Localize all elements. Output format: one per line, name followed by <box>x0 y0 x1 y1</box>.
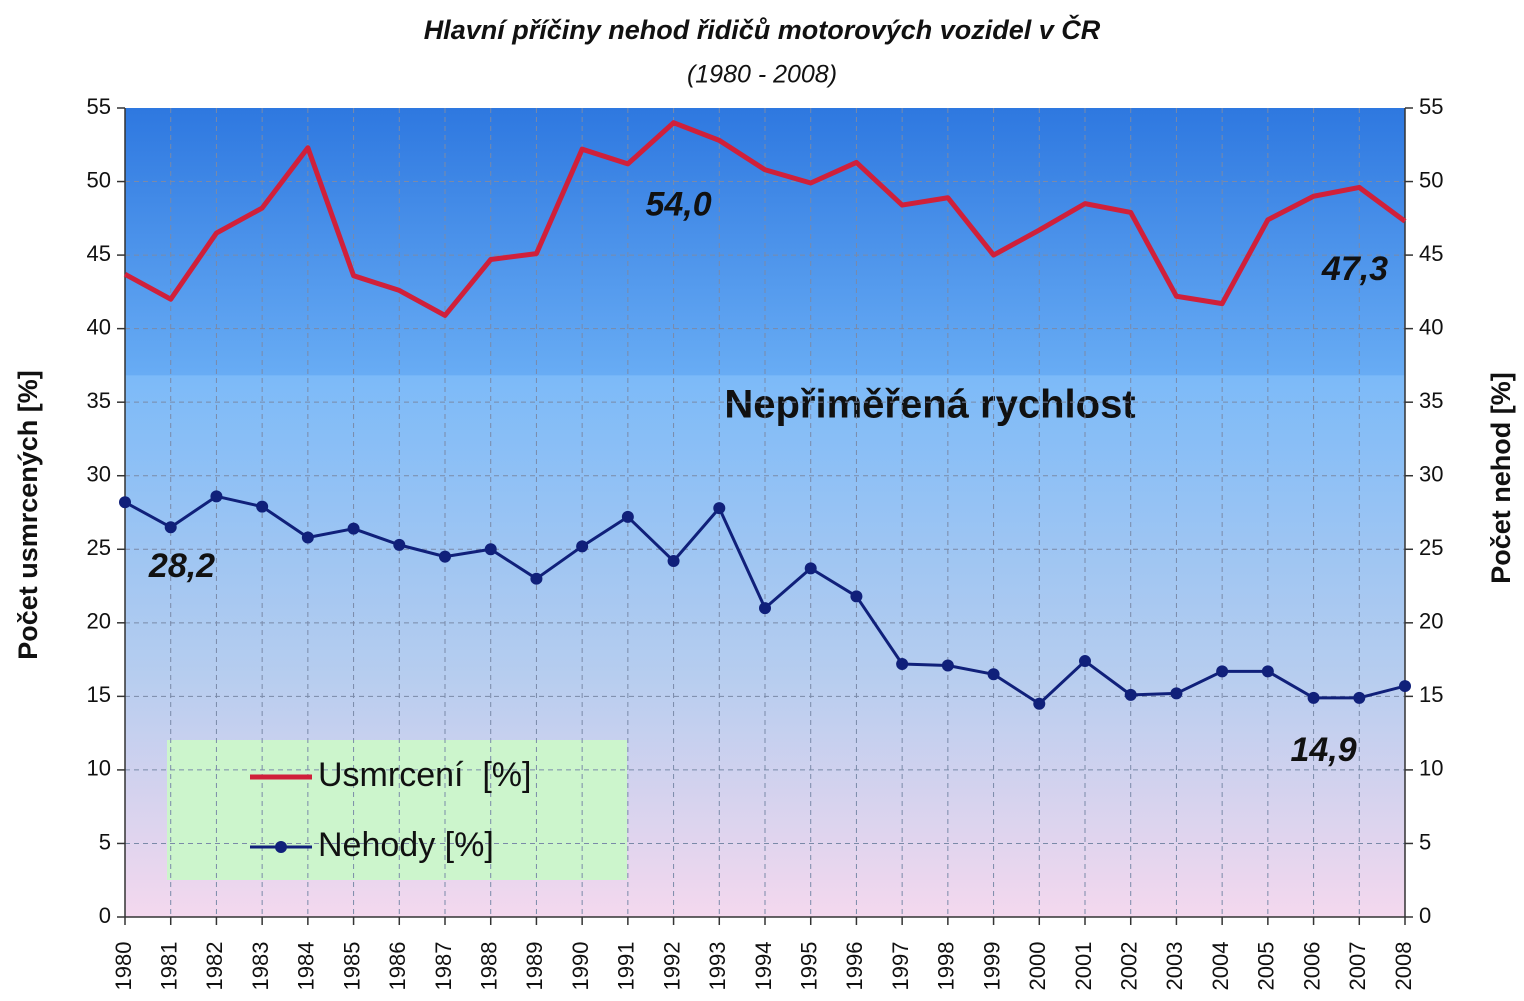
chart-subtitle: (1980 - 2008) <box>687 61 837 89</box>
x-tick-label: 1992 <box>659 942 684 991</box>
y-tick-label: 35 <box>87 388 111 413</box>
y-tick-label: 10 <box>87 756 111 781</box>
y2-tick-label: 20 <box>1419 609 1443 634</box>
y-tick-label: 30 <box>87 462 111 487</box>
chart-title: Hlavní příčiny nehod řidičů motorových v… <box>424 14 1101 45</box>
point <box>301 531 314 544</box>
x-tick-label: 1999 <box>979 942 1004 991</box>
legend-marker <box>275 841 287 853</box>
x-tick-label: 2008 <box>1391 942 1416 991</box>
point <box>1170 687 1183 700</box>
point <box>1216 665 1229 678</box>
y2-tick-label: 45 <box>1419 241 1443 266</box>
x-tick-label: 1993 <box>705 942 730 991</box>
x-tick-label: 1983 <box>248 942 273 991</box>
x-tick-label: 1987 <box>431 942 456 991</box>
point <box>1353 691 1366 704</box>
x-tick-label: 1994 <box>751 942 776 991</box>
point <box>576 540 589 553</box>
x-tick-label: 1984 <box>294 942 319 991</box>
point <box>1079 655 1091 668</box>
point <box>393 538 406 551</box>
x-tick-label: 2006 <box>1299 942 1324 991</box>
x-tick-label: 1989 <box>522 942 547 991</box>
y-tick-label: 5 <box>99 829 111 854</box>
x-tick-label: 2001 <box>1071 942 1096 991</box>
legend-label: Nehody [%] <box>318 826 494 864</box>
y2-tick-label: 55 <box>1419 94 1443 119</box>
legend <box>167 740 627 880</box>
x-tick-label: 2004 <box>1208 942 1233 991</box>
x-tick-label: 2000 <box>1025 942 1050 991</box>
x-tick-label: 1996 <box>842 942 867 991</box>
y2-tick-label: 5 <box>1419 829 1431 854</box>
y-tick-label: 15 <box>87 682 111 707</box>
x-tick-label: 1986 <box>385 942 410 991</box>
data-label: 14,9 <box>1290 731 1356 769</box>
y-tick-label: 45 <box>87 241 111 266</box>
x-tick-label: 1991 <box>614 942 639 991</box>
point <box>256 500 269 513</box>
y2-tick-label: 30 <box>1419 462 1443 487</box>
point <box>667 555 680 568</box>
y-tick-label: 55 <box>87 94 111 119</box>
y2-tick-label: 10 <box>1419 756 1443 781</box>
x-tick-label: 2003 <box>1162 942 1187 991</box>
x-tick-label: 1982 <box>202 942 227 991</box>
x-tick-label: 1998 <box>934 942 959 991</box>
y-tick-label: 25 <box>87 535 111 560</box>
x-tick-label: 1995 <box>797 942 822 991</box>
point <box>1033 697 1046 710</box>
line-series <box>123 120 1407 318</box>
point <box>1261 665 1274 678</box>
point <box>119 496 131 509</box>
x-tick-label: 1988 <box>477 942 502 991</box>
point <box>621 510 634 523</box>
point <box>804 562 817 575</box>
x-tick-label: 1981 <box>157 942 182 991</box>
x-tick-label: 2002 <box>1117 942 1142 991</box>
annotation: Nepřiměřená rychlost <box>724 383 1135 427</box>
point <box>1399 680 1411 693</box>
point <box>759 602 771 615</box>
x-tick-label: 1990 <box>568 942 593 991</box>
point <box>941 659 954 672</box>
x-tick-label: 1985 <box>339 942 364 991</box>
data-label: 54,0 <box>645 186 711 224</box>
y2-tick-label: 40 <box>1419 314 1443 339</box>
y-tick-label: 0 <box>99 903 111 928</box>
point <box>850 590 863 603</box>
point <box>1307 691 1320 704</box>
point <box>1124 688 1137 701</box>
point <box>987 668 1000 681</box>
point <box>713 502 726 515</box>
y2-tick-label: 0 <box>1419 903 1431 928</box>
x-tick-label: 1997 <box>888 942 913 991</box>
x-tick-label: 2007 <box>1345 942 1370 991</box>
point <box>439 550 451 563</box>
data-label: 47,3 <box>1321 250 1388 288</box>
y2-axis-label: Počet nehod [%] <box>1486 372 1516 584</box>
x-tick-label: 2005 <box>1254 942 1279 991</box>
point <box>164 521 177 534</box>
point <box>347 522 360 535</box>
y-axis-label: Počet usmrcených [%] <box>13 370 43 660</box>
y-tick-label: 20 <box>87 609 111 634</box>
y-tick-label: 40 <box>87 314 111 339</box>
data-label: 28,2 <box>148 547 215 585</box>
y2-tick-label: 50 <box>1419 167 1443 192</box>
point <box>210 490 223 503</box>
x-tick-label: 1980 <box>111 942 136 991</box>
y2-tick-label: 35 <box>1419 388 1443 413</box>
y2-tick-label: 25 <box>1419 535 1443 560</box>
point <box>530 572 543 585</box>
y-tick-label: 50 <box>87 167 111 192</box>
point <box>484 543 497 556</box>
y2-tick-label: 15 <box>1419 682 1443 707</box>
legend-label: Usmrcení [%] <box>318 756 531 794</box>
point <box>896 658 909 671</box>
